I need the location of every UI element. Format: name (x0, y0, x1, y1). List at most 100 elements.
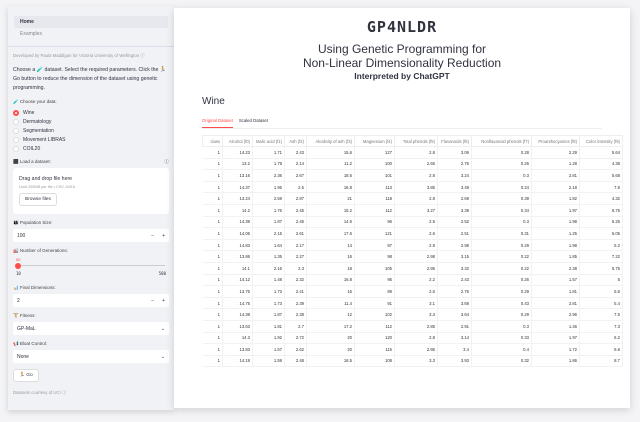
table-cell[interactable]: 2.85 (394, 320, 438, 333)
table-cell[interactable]: 18.6 (306, 169, 355, 182)
table-cell[interactable]: 16.8 (306, 181, 355, 194)
table-cell[interactable]: 6.75 (579, 204, 623, 217)
radio-indicator[interactable] (13, 127, 19, 134)
table-cell[interactable]: 0.33 (471, 332, 532, 345)
table-cell[interactable]: 115 (354, 343, 395, 356)
dimensions-input[interactable]: 2 − + (13, 294, 169, 307)
table-cell[interactable]: 7.3 (579, 320, 623, 333)
table-cell[interactable]: 2.6 (394, 285, 438, 298)
table-cell[interactable]: 0.31 (471, 227, 532, 240)
table-cell[interactable]: 2.8 (394, 169, 438, 182)
table-cell[interactable]: 1 (202, 192, 223, 205)
minus-icon[interactable]: − (151, 297, 155, 304)
table-cell[interactable]: 20 (306, 343, 355, 356)
table-cell[interactable]: 2.41 (284, 285, 307, 298)
column-header[interactable]: Ash (f2) (284, 135, 307, 147)
help-icon[interactable]: ⓘ (164, 159, 170, 164)
table-cell[interactable]: 2.3 (284, 262, 307, 275)
table-cell[interactable]: 3.15 (437, 250, 472, 263)
table-cell[interactable]: 2.2 (394, 274, 438, 287)
table-cell[interactable]: 14.38 (222, 308, 253, 321)
table-cell[interactable]: 97 (354, 239, 395, 252)
browse-files-button[interactable]: Browse files (19, 193, 57, 206)
table-cell[interactable]: 16.8 (306, 274, 355, 287)
table-cell[interactable]: 1.72 (531, 343, 580, 356)
table-cell[interactable]: 0.29 (471, 285, 532, 298)
table-cell[interactable]: 3.64 (437, 308, 472, 321)
table-cell[interactable]: 3.93 (437, 355, 472, 368)
table-cell[interactable]: 14.39 (222, 216, 253, 229)
table-cell[interactable]: 14.19 (222, 355, 253, 368)
table-cell[interactable]: 13.2 (222, 158, 253, 171)
table-cell[interactable]: 0.34 (471, 204, 532, 217)
radio-movement-libras[interactable]: Movement LIBRAS (13, 135, 169, 144)
table-cell[interactable]: 2.6 (394, 227, 438, 240)
table-cell[interactable]: 89 (354, 285, 395, 298)
column-header[interactable]: class (202, 135, 223, 147)
table-cell[interactable]: 1.59 (252, 355, 285, 368)
table-cell[interactable]: 1 (202, 250, 223, 263)
table-cell[interactable]: 1.35 (252, 250, 285, 263)
table-cell[interactable]: 5.75 (579, 262, 623, 275)
table-cell[interactable]: 2.7 (284, 320, 307, 333)
radio-wine[interactable]: Wine (13, 108, 169, 117)
table-cell[interactable]: 1 (202, 146, 223, 159)
table-cell[interactable]: 14.37 (222, 181, 253, 194)
table-cell[interactable]: 1.81 (252, 320, 285, 333)
table-cell[interactable]: 13.63 (222, 320, 253, 333)
table-cell[interactable]: 2.72 (284, 332, 307, 345)
table-cell[interactable]: 3.4 (437, 343, 472, 356)
table-cell[interactable]: 1.71 (252, 146, 285, 159)
table-cell[interactable]: 21 (306, 192, 355, 205)
table-cell[interactable]: 14.6 (306, 216, 355, 229)
table-cell[interactable]: 2.98 (394, 250, 438, 263)
table-cell[interactable]: 0.43 (471, 297, 532, 310)
table-cell[interactable]: 0.29 (471, 308, 532, 321)
population-input[interactable]: 100 − + (13, 229, 169, 242)
column-header[interactable]: Alcalinity of ash (f3) (306, 135, 355, 147)
table-cell[interactable]: 0.29 (471, 239, 532, 252)
table-cell[interactable]: 2.96 (531, 308, 580, 321)
table-cell[interactable]: 1 (202, 320, 223, 333)
population-value[interactable]: 100 (17, 232, 26, 239)
table-cell[interactable]: 17.6 (306, 227, 355, 240)
radio-indicator[interactable] (13, 136, 19, 143)
table-cell[interactable]: 2.29 (531, 146, 580, 159)
table-cell[interactable]: 0.24 (471, 181, 532, 194)
table-cell[interactable]: 1.87 (252, 308, 285, 321)
table-cell[interactable]: 2.81 (531, 297, 580, 310)
table-cell[interactable]: 1 (202, 274, 223, 287)
table-cell[interactable]: 1.85 (531, 250, 580, 263)
table-cell[interactable]: 5.2 (579, 239, 623, 252)
table-cell[interactable]: 17.2 (306, 320, 355, 333)
table-cell[interactable]: 2.95 (394, 262, 438, 275)
table-cell[interactable]: 2.14 (284, 158, 307, 171)
table-cell[interactable]: 2.39 (284, 297, 307, 310)
radio-indicator[interactable] (13, 118, 19, 125)
table-cell[interactable]: 2.52 (437, 216, 472, 229)
table-cell[interactable]: 2.36 (252, 169, 285, 182)
table-cell[interactable]: 112 (354, 320, 395, 333)
table-cell[interactable]: 5.68 (579, 169, 623, 182)
table-cell[interactable]: 3.49 (437, 181, 472, 194)
table-cell[interactable]: 121 (354, 227, 395, 240)
slider-track[interactable] (17, 265, 165, 266)
table-cell[interactable]: 0.22 (471, 262, 532, 275)
nav-examples[interactable]: Examples (20, 31, 42, 37)
table-cell[interactable]: 0.3 (471, 169, 532, 182)
table-cell[interactable]: 8.7 (579, 355, 623, 368)
table-cell[interactable]: 1.57 (252, 343, 285, 356)
table-cell[interactable]: 2.69 (437, 192, 472, 205)
table-cell[interactable]: 1.87 (252, 216, 285, 229)
table-cell[interactable]: 15.2 (306, 204, 355, 217)
table-cell[interactable]: 1 (202, 343, 223, 356)
table-cell[interactable]: 102 (354, 308, 395, 321)
table-cell[interactable]: 3.32 (437, 262, 472, 275)
table-cell[interactable]: 1 (202, 239, 223, 252)
table-cell[interactable]: 0.32 (471, 355, 532, 368)
table-cell[interactable]: 120 (354, 332, 395, 345)
bloat-select[interactable]: None ⌄ (13, 350, 169, 363)
table-cell[interactable]: 4.38 (579, 158, 623, 171)
table-cell[interactable]: 3.69 (437, 297, 472, 310)
table-cell[interactable]: 105 (354, 262, 395, 275)
